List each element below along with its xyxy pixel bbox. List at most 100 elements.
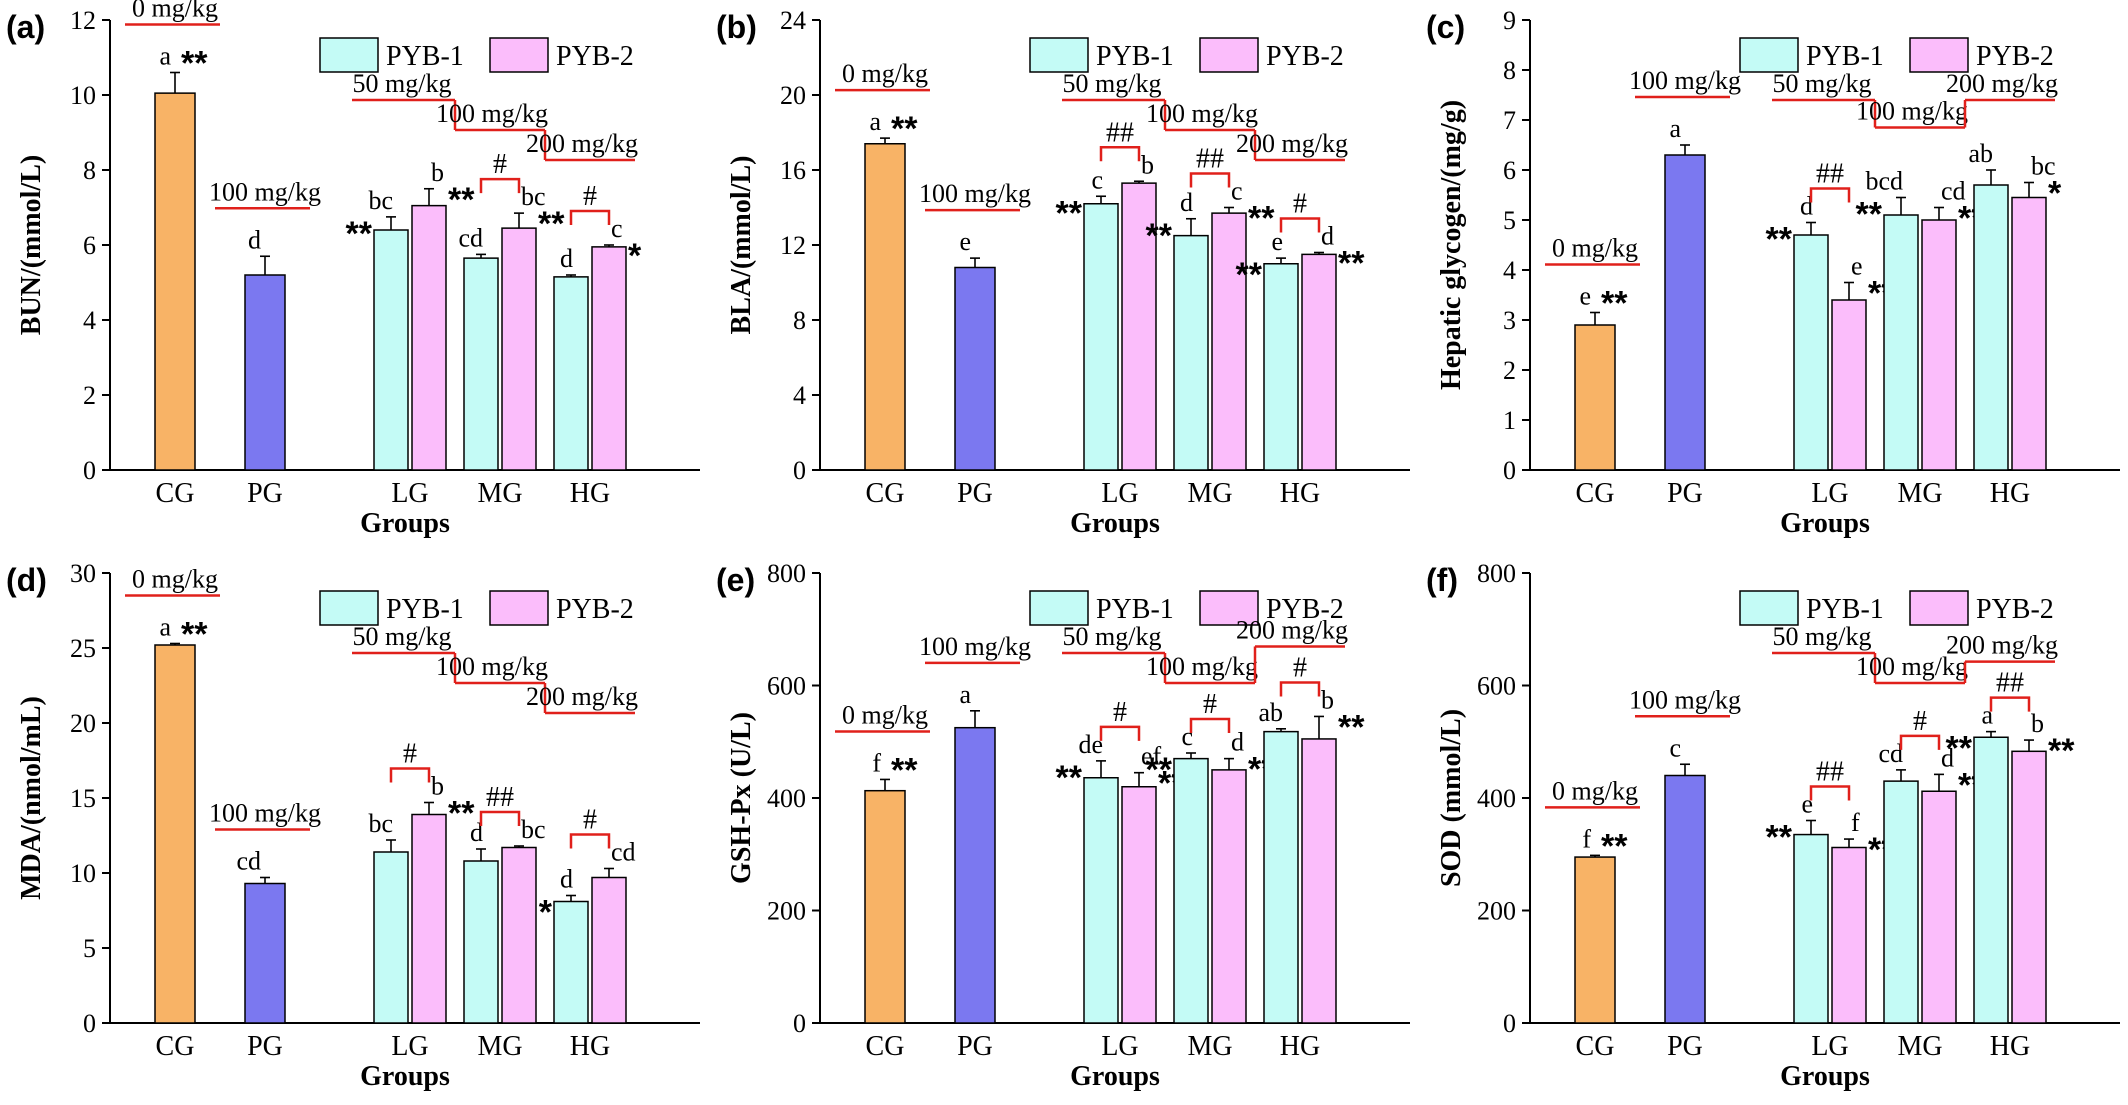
comparison-mark: ##	[1996, 668, 2024, 699]
panel-label: (b)	[716, 9, 757, 45]
significance-letter: d	[1321, 222, 1334, 251]
y-tick-label: 15	[70, 784, 96, 813]
y-tick-label: 600	[767, 672, 806, 701]
y-tick-label: 9	[1503, 6, 1516, 35]
bar-mg-pyb-1	[463, 257, 499, 471]
legend-swatch	[1029, 590, 1089, 626]
significance-letter: bc	[2031, 152, 2056, 181]
comparison-bracket	[1809, 785, 1851, 801]
significance-letter: b	[431, 158, 444, 187]
bar-lg-pyb-2	[1831, 299, 1867, 471]
bar-pg	[244, 882, 286, 1024]
comparison-mark: ##	[1106, 117, 1134, 148]
legend-swatch	[1199, 37, 1259, 73]
x-tick-label: MG	[477, 1031, 522, 1062]
dose-label: 50 mg/kg	[1773, 622, 1872, 651]
dose-label: 200 mg/kg	[526, 682, 638, 711]
y-tick-label: 10	[70, 81, 96, 110]
bar-lg-pyb-1	[1793, 234, 1829, 471]
significance-letter: a	[159, 42, 171, 71]
bar-lg-pyb-2	[411, 813, 447, 1024]
dose-label: 100 mg/kg	[1146, 99, 1258, 128]
dose-label: 50 mg/kg	[353, 69, 452, 98]
bar-mg-pyb-2	[501, 846, 537, 1024]
comparison-bracket	[569, 209, 611, 225]
legend-entry: PYB-2	[1976, 41, 2054, 72]
bar-lg-pyb-1	[1083, 777, 1119, 1024]
comparison-mark: ##	[486, 782, 514, 813]
bar-hg-pyb-1	[1973, 184, 2009, 471]
significance-star: *	[2048, 175, 2062, 213]
y-tick-label: 6	[1503, 156, 1516, 185]
comparison-bracket	[1809, 187, 1851, 203]
x-tick-label: CG	[156, 1031, 195, 1062]
significance-star: **	[538, 205, 565, 243]
panel-label: (d)	[6, 562, 47, 598]
legend: PYB-1 PYB-2	[1739, 37, 2054, 73]
x-tick-label: PG	[1667, 478, 1703, 509]
x-tick-label: CG	[866, 478, 905, 509]
y-tick-label: 3	[1503, 306, 1516, 335]
legend-entry: PYB-1	[1096, 594, 1174, 625]
bar-mg-pyb-1	[1883, 780, 1919, 1024]
bar-hg-pyb-2	[1301, 738, 1337, 1024]
legend-entry: PYB-2	[1266, 594, 1344, 625]
legend-swatch	[1029, 37, 1089, 73]
comparison-bracket	[389, 767, 431, 783]
significance-star: **	[1056, 194, 1083, 232]
bar-hg-pyb-1	[553, 276, 589, 471]
significance-star: **	[1146, 751, 1173, 789]
dose-label: 0 mg/kg	[1552, 234, 1638, 263]
legend: PYB-1 PYB-2	[319, 37, 634, 73]
significance-letter: b	[1141, 150, 1154, 179]
significance-letter: a	[959, 680, 971, 709]
significance-letter: e	[1801, 790, 1813, 819]
dose-label: 200 mg/kg	[526, 129, 638, 158]
bar-hg-pyb-2	[2011, 196, 2047, 471]
y-axis-label: SOD (mmol/L)	[1436, 709, 1467, 887]
x-tick-label: PG	[247, 478, 283, 509]
bar-mg-pyb-2	[1921, 219, 1957, 471]
legend-entry: PYB-2	[1266, 41, 1344, 72]
x-tick-label: LG	[1811, 1031, 1848, 1062]
comparison-mark: #	[583, 181, 597, 212]
significance-star: **	[891, 110, 918, 148]
dose-label: 100 mg/kg	[1856, 97, 1968, 126]
legend-entry: PYB-1	[1096, 41, 1174, 72]
y-tick-label: 4	[793, 381, 806, 410]
y-tick-label: 8	[1503, 56, 1516, 85]
y-tick-label: 2	[83, 381, 96, 410]
y-tick-label: 7	[1503, 106, 1516, 135]
significance-letter: d	[560, 865, 573, 894]
significance-star: *	[628, 237, 642, 275]
comparison-mark: #	[1293, 189, 1307, 220]
y-tick-label: 4	[83, 306, 96, 335]
comparison-mark: ##	[1196, 144, 1224, 175]
x-axis-label: Groups	[360, 508, 450, 539]
significance-letter: d	[1941, 743, 1954, 772]
significance-star: *	[539, 894, 553, 932]
significance-star: **	[1766, 221, 1793, 259]
significance-star: **	[1601, 827, 1628, 865]
comparison-mark: #	[1113, 697, 1127, 728]
x-tick-label: PG	[247, 1031, 283, 1062]
panel-label: (c)	[1426, 9, 1465, 45]
significance-star: **	[1338, 245, 1365, 283]
significance-letter: f	[1851, 808, 1860, 837]
x-tick-label: MG	[1187, 478, 1232, 509]
significance-letter: c	[611, 214, 623, 243]
x-tick-label: HG	[1280, 1031, 1320, 1062]
x-axis-label: Groups	[1780, 508, 1870, 539]
panel-label: (e)	[716, 562, 755, 598]
significance-star: **	[346, 215, 373, 253]
bar-lg-pyb-2	[1121, 786, 1157, 1024]
y-tick-label: 800	[1477, 559, 1516, 588]
significance-letter: b	[1321, 685, 1334, 714]
bar-mg-pyb-2	[1921, 790, 1957, 1024]
dose-label: 50 mg/kg	[353, 622, 452, 651]
x-tick-label: LG	[1101, 478, 1138, 509]
legend-entry: PYB-1	[386, 41, 464, 72]
dose-label: 100 mg/kg	[1629, 685, 1741, 714]
